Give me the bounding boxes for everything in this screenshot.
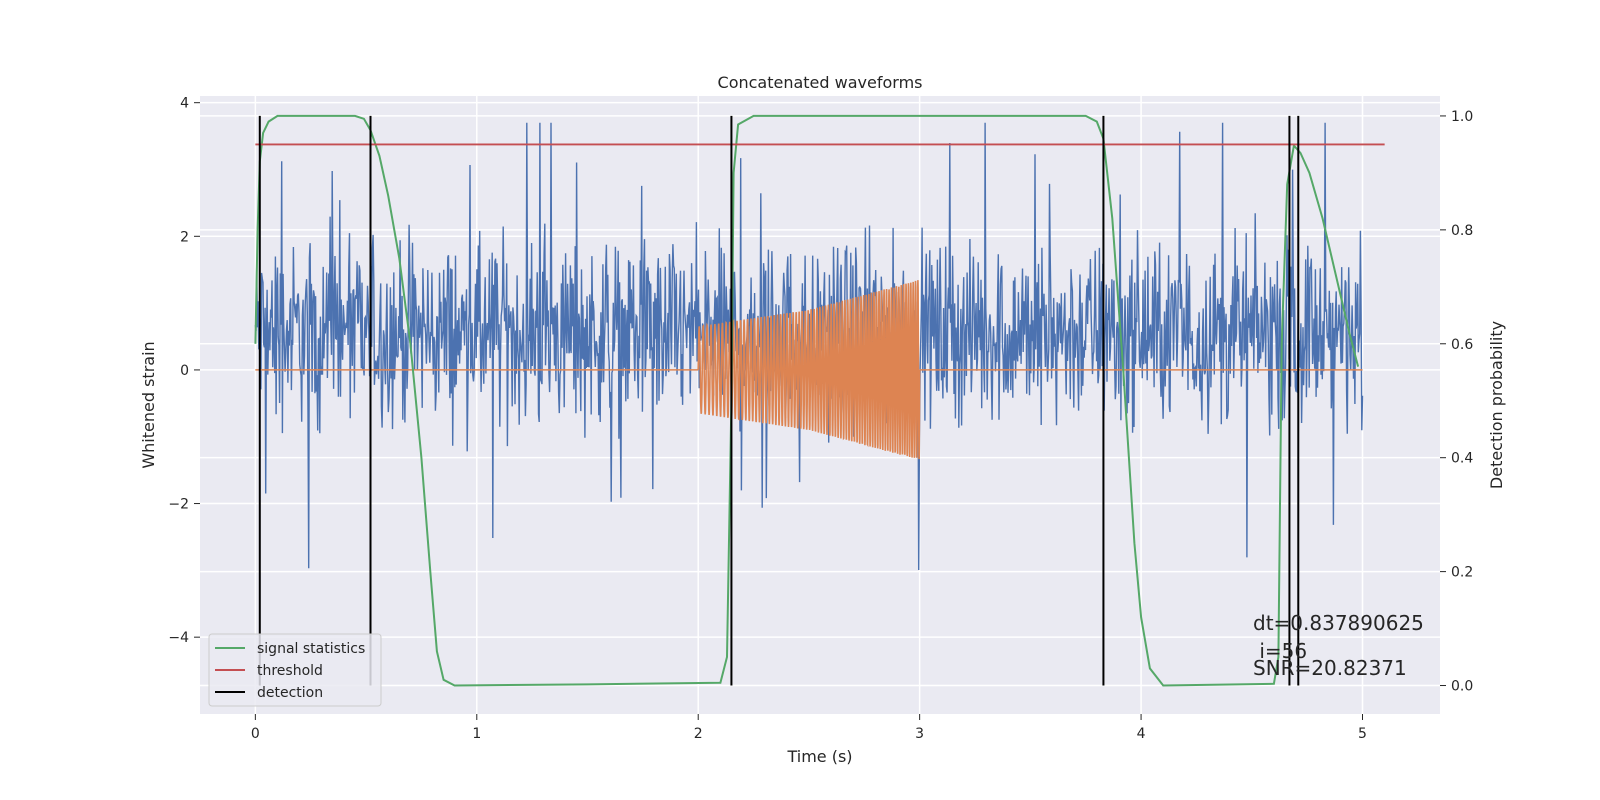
y-tick-label: −2	[168, 497, 189, 513]
y2-tick-label: 0.2	[1451, 565, 1473, 581]
annotation-index: i=56	[1253, 639, 1307, 663]
y2-tick-label: 0.4	[1451, 451, 1473, 467]
y2-tick-label: 0.8	[1451, 223, 1473, 239]
y-tick-label: 4	[180, 96, 189, 112]
x-axis-label: Time (s)	[786, 747, 852, 766]
x-tick-label: 2	[694, 726, 703, 742]
legend-box	[208, 633, 382, 707]
y2-axis-label: Detection probability	[1487, 321, 1506, 489]
x-tick-label: 1	[472, 726, 481, 742]
y2-tick-label: 1.0	[1451, 109, 1473, 125]
plot-background	[200, 96, 1440, 714]
y-tick-label: −4	[168, 630, 189, 646]
annotation-dt: dt=0.837890625	[1253, 611, 1424, 635]
legend-label-signal-statistics: signal statistics	[257, 641, 365, 657]
y2-tick-label: 0.0	[1451, 679, 1473, 695]
legend-label-threshold: threshold	[257, 663, 323, 679]
x-tick-label: 4	[1137, 726, 1146, 742]
chart-title: Concatenated waveforms	[718, 73, 923, 92]
annotation-snr: SNR=20.82371	[1253, 656, 1407, 680]
x-tick-label: 3	[915, 726, 924, 742]
detection-series	[258, 115, 1300, 686]
y-axis-label: Whitened strain	[139, 341, 158, 468]
x-tick-label: 5	[1358, 726, 1367, 742]
signal-statistics-line	[254, 114, 1360, 687]
signal-statistics-series	[254, 114, 1360, 687]
y-tick-label: 0	[180, 363, 189, 379]
legend-label-detection: detection	[257, 685, 323, 701]
y2-tick-label: 0.6	[1451, 337, 1473, 353]
y-tick-label: 2	[180, 229, 189, 245]
legend: signal statistics threshold detection	[208, 633, 382, 707]
injected-chirp-line	[697, 280, 921, 460]
x-tick-label: 0	[251, 726, 260, 742]
tick-labels: 0 1 2 3 4 5 −4 −2 0 2 4 0.0 0.2 0.4 0.6 0.8 1.0	[168, 96, 1473, 742]
